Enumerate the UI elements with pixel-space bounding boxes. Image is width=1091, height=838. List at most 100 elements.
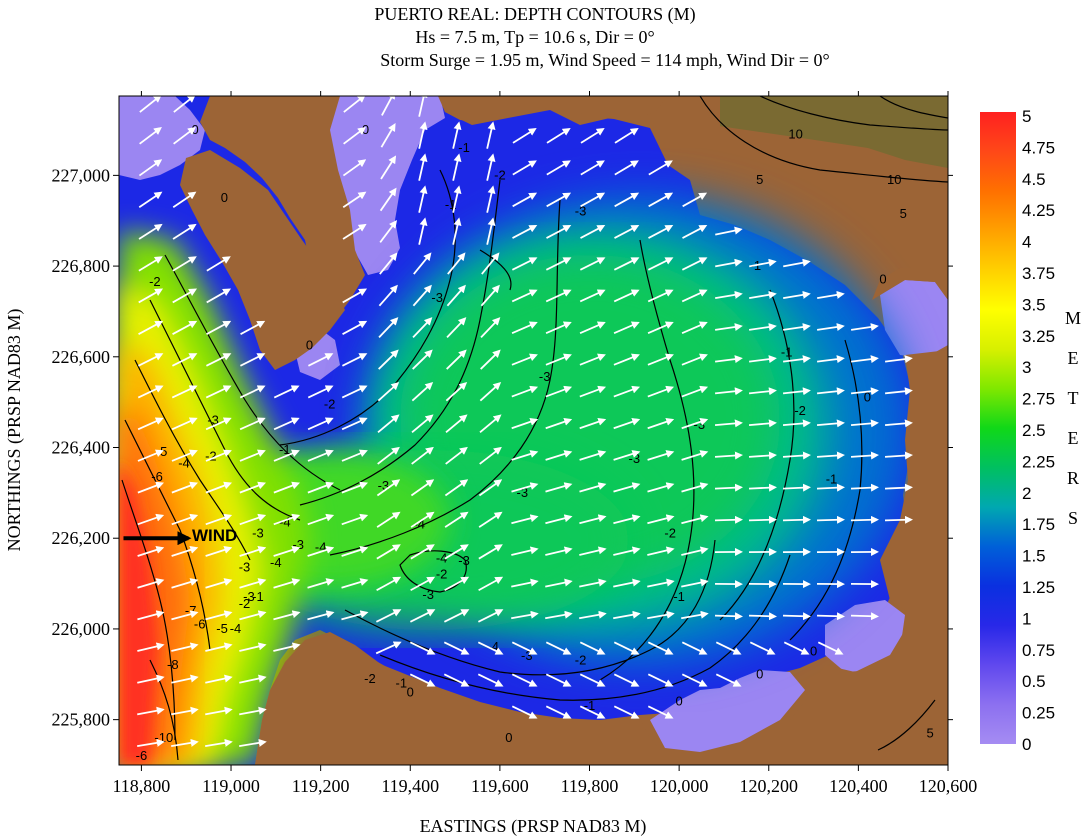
flow-vector xyxy=(714,419,743,428)
flow-vector xyxy=(714,612,743,621)
flow-vector xyxy=(748,387,777,396)
flow-vector xyxy=(714,515,743,524)
flow-vector xyxy=(613,546,641,556)
flow-vector xyxy=(512,160,537,176)
flow-vector xyxy=(884,483,913,492)
flow-vector xyxy=(445,381,468,402)
contour-label: -3 xyxy=(207,412,219,427)
contour-label: 5 xyxy=(756,172,763,187)
flow-vector xyxy=(205,642,233,652)
flow-vector xyxy=(171,513,199,526)
flow-vector xyxy=(715,673,742,687)
flow-vector xyxy=(545,289,572,303)
land-masses xyxy=(180,96,948,765)
flow-vector xyxy=(173,126,196,145)
flow-vector xyxy=(377,446,400,465)
colorbar-tick-label: 1.75 xyxy=(1022,515,1055,534)
flow-vector xyxy=(580,225,606,239)
flow-vector xyxy=(341,513,369,526)
flow-vector xyxy=(511,673,538,687)
flow-vector xyxy=(171,642,199,652)
flow-vector xyxy=(648,225,674,239)
flow-vector xyxy=(137,642,165,652)
flow-vector xyxy=(477,673,504,687)
flow-vector xyxy=(850,451,879,460)
flow-vector xyxy=(486,217,496,245)
flow-vector xyxy=(613,257,640,271)
flow-vector xyxy=(343,96,366,113)
flow-vector xyxy=(546,128,571,144)
flow-vector xyxy=(171,706,199,716)
flow-vector xyxy=(850,483,879,492)
contour-label: -3 xyxy=(517,485,529,500)
flow-vector xyxy=(783,258,811,268)
flow-vector xyxy=(782,515,811,524)
flow-vector xyxy=(205,385,232,399)
flow-vector xyxy=(580,160,605,176)
flow-vector xyxy=(307,385,334,399)
flow-vector xyxy=(511,353,538,366)
colorbar-unit-letter: M xyxy=(1065,308,1081,328)
flow-vector xyxy=(273,610,301,621)
contour-label: 0 xyxy=(879,272,886,287)
flow-vector xyxy=(546,225,572,239)
flow-vector xyxy=(378,317,399,339)
flow-vector xyxy=(613,353,640,366)
flow-vector xyxy=(816,483,845,492)
flow-vector xyxy=(341,481,369,494)
flow-vector xyxy=(647,417,675,430)
flow-vector xyxy=(138,288,164,304)
flow-vector xyxy=(486,153,496,181)
flow-vector xyxy=(343,126,366,145)
x-tick-label: 120,200 xyxy=(740,776,799,796)
flow-vector xyxy=(342,288,368,304)
flow-vector xyxy=(171,610,199,621)
flow-vector xyxy=(511,321,538,334)
contour-label: 0 xyxy=(864,390,871,405)
flow-vector xyxy=(410,576,436,592)
flow-vector xyxy=(138,320,164,335)
flow-vector xyxy=(375,641,402,655)
contour-label: 0 xyxy=(306,337,313,352)
flow-vector xyxy=(613,450,641,461)
flow-vector xyxy=(748,451,777,460)
flow-vector xyxy=(137,417,164,431)
flow-vector xyxy=(410,479,435,497)
flow-vector xyxy=(486,121,496,149)
flow-vector xyxy=(380,123,396,148)
flow-vector xyxy=(512,225,538,239)
flow-vector xyxy=(647,641,674,655)
flow-vector xyxy=(647,289,674,303)
colorbar-unit-letter: E xyxy=(1068,428,1079,448)
flow-vector xyxy=(138,256,163,272)
flow-vector xyxy=(342,223,367,240)
flow-vector xyxy=(782,451,811,460)
flow-vector xyxy=(614,128,639,144)
flow-vector xyxy=(782,612,811,621)
flow-vector xyxy=(748,355,777,364)
flow-vector xyxy=(782,387,811,396)
flow-vector xyxy=(137,546,165,557)
x-axis: 118,800 119,000 119,200 119,400 119,600 119,8… xyxy=(112,91,977,796)
flow-vector xyxy=(409,641,436,655)
flow-vector xyxy=(850,419,879,428)
contour-label: -1 xyxy=(252,589,264,604)
flow-vector xyxy=(445,414,468,434)
flow-vector xyxy=(647,482,675,493)
x-tick-label: 120,000 xyxy=(650,776,709,796)
flow-vector xyxy=(341,449,368,462)
flow-vector xyxy=(239,610,267,621)
flow-vector xyxy=(511,610,539,620)
flow-vector xyxy=(205,674,233,684)
contour-label: 10 xyxy=(887,172,901,187)
flow-vector xyxy=(341,546,369,557)
colorbar-unit-letter: T xyxy=(1068,388,1079,408)
flow-vector xyxy=(715,290,743,299)
flow-vector xyxy=(138,191,163,209)
flow-vector xyxy=(511,578,539,588)
colorbar-bar xyxy=(980,112,1016,744)
flow-vector xyxy=(307,578,335,589)
flow-vector xyxy=(478,511,503,528)
flow-vector xyxy=(614,225,640,239)
